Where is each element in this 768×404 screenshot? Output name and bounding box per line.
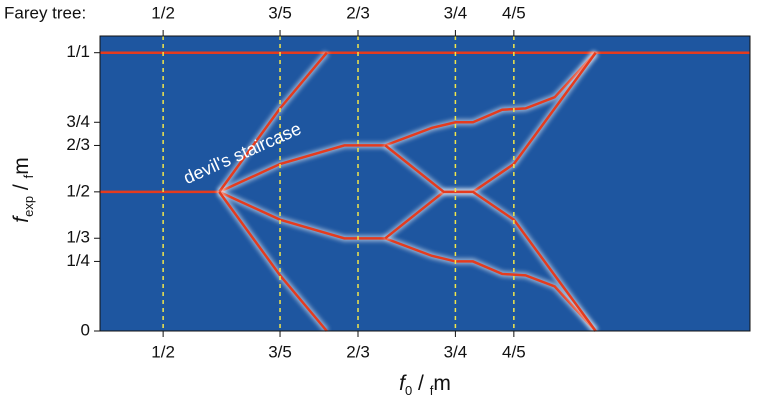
data-line bbox=[384, 144, 597, 332]
x-axis-label-part: f bbox=[399, 372, 407, 395]
farey-label: 4/5 bbox=[502, 3, 526, 22]
farey-label: 1/2 bbox=[151, 3, 175, 22]
farey-label: 3/4 bbox=[444, 3, 468, 22]
y-axis-label-part: f bbox=[21, 174, 36, 178]
x-tick-label: 3/4 bbox=[444, 342, 468, 361]
x-tick-label: 2/3 bbox=[346, 342, 370, 361]
y-tick-label: 1/4 bbox=[66, 251, 90, 270]
plot-background bbox=[100, 36, 750, 331]
x-axis-label: f0 / fm bbox=[399, 372, 451, 398]
y-axis-label-part: f bbox=[10, 215, 33, 223]
farey-label: 3/5 bbox=[268, 3, 292, 22]
x-tick-label: 3/5 bbox=[268, 342, 292, 361]
y-tick-label: 1/1 bbox=[66, 42, 90, 61]
y-tick-label: 2/3 bbox=[66, 135, 90, 154]
y-tick-label: 0 bbox=[81, 320, 90, 339]
plot-frame bbox=[99, 35, 751, 332]
x-axis-label-part: f bbox=[430, 383, 434, 398]
y-tick-label: 1/3 bbox=[66, 228, 90, 247]
x-tick-label: 4/5 bbox=[502, 342, 526, 361]
x-axis-label-part: 0 bbox=[405, 383, 412, 398]
x-axis-label-part: m bbox=[433, 372, 451, 395]
y-axis-label-part: / bbox=[10, 178, 33, 196]
y-axis-label-part: m bbox=[10, 157, 33, 175]
x-axis-label-part: / bbox=[412, 372, 430, 395]
y-tick-label: 3/4 bbox=[66, 112, 90, 131]
y-axis-label: fexp / fm bbox=[10, 157, 36, 222]
data-line bbox=[218, 191, 328, 332]
y-tick-label: 1/2 bbox=[66, 181, 90, 200]
y-axis-label-part: exp bbox=[21, 196, 36, 217]
farey-title: Farey tree: bbox=[4, 3, 86, 22]
data-line bbox=[218, 51, 597, 193]
farey-label: 2/3 bbox=[346, 3, 370, 22]
x-tick-label: 1/2 bbox=[151, 342, 175, 361]
